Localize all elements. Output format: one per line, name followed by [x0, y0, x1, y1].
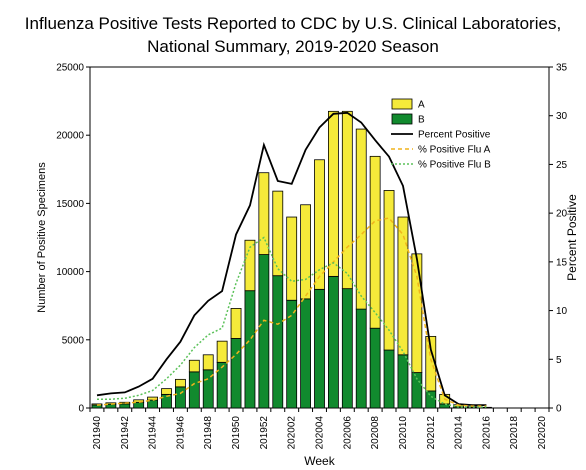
y2-tick-label: 35 [556, 63, 568, 74]
x-tick-label: 201952 [259, 416, 270, 450]
x-tick-label: 202004 [315, 416, 326, 450]
bar-b [369, 327, 381, 409]
bar-a [202, 354, 214, 371]
bar-b [425, 390, 437, 409]
bar-a [133, 399, 145, 403]
y-tick-label: 20000 [56, 131, 84, 142]
y2-tick-label: 15 [556, 257, 568, 268]
bar-a [258, 172, 270, 255]
bar-b [258, 254, 270, 409]
x-tick-label: 202016 [481, 416, 492, 450]
bar-a [175, 378, 186, 388]
bar-b [175, 386, 186, 409]
bar-a [244, 239, 256, 292]
bar-b [314, 288, 325, 409]
legend-label: % Positive Flu A [418, 145, 491, 156]
bar-b [397, 354, 409, 409]
y-tick-label: 15000 [56, 199, 84, 210]
bar-b [188, 371, 200, 409]
bar-b [439, 403, 451, 409]
legend-swatch [391, 113, 413, 125]
legend-label: A [418, 100, 425, 111]
x-tick-label: 202002 [287, 416, 298, 450]
x-tick-label: 202014 [454, 416, 465, 450]
bar-a [286, 216, 298, 301]
x-tick-label: 201944 [148, 416, 159, 450]
x-tick-label: 202012 [426, 416, 437, 450]
chart-title-line-1: Influenza Positive Tests Reported to CDC… [24, 14, 562, 33]
bar-a [105, 402, 117, 405]
bar-b [383, 349, 395, 409]
x-tick-label: 201940 [92, 416, 103, 450]
bar-b [355, 308, 367, 409]
bar-a [216, 340, 228, 363]
legend-swatch [391, 98, 413, 110]
y-tick-label: 10000 [56, 267, 84, 278]
bar-a [397, 216, 409, 356]
x-tick-label: 202006 [342, 416, 353, 450]
bar-a [147, 396, 158, 401]
y2-tick-label: 30 [556, 111, 568, 122]
x-tick-label: 201948 [203, 416, 214, 450]
bar-a [355, 128, 367, 310]
y2-tick-label: 0 [556, 404, 562, 415]
x-axis-title: Week [304, 454, 335, 468]
bar-a [411, 253, 423, 373]
y2-tick-label: 10 [556, 306, 568, 317]
bar-b [341, 288, 353, 409]
legend-label: Percent Positive [418, 130, 491, 141]
y2-tick-label: 20 [556, 209, 568, 220]
bar-b [328, 275, 339, 409]
bar-b [119, 403, 131, 409]
y-axis-title: Number of Positive Specimens [36, 162, 48, 313]
x-tick-label: 201942 [120, 416, 131, 450]
x-tick-label: 201950 [231, 416, 242, 450]
x-tick-label: 202018 [509, 416, 520, 450]
bar-a [328, 110, 339, 277]
chart-title-line-2: National Summary, 2019-2020 Season [147, 37, 439, 56]
bar-b [300, 298, 311, 409]
y-tick-label: 5000 [62, 335, 85, 346]
x-tick-label: 202020 [537, 416, 548, 450]
bar-a [188, 359, 200, 373]
bar-b [244, 290, 256, 409]
bar-a [230, 308, 242, 339]
bar-a [161, 388, 172, 395]
bar-a [383, 190, 395, 351]
y2-tick-label: 25 [556, 160, 568, 171]
y2-tick-label: 5 [556, 355, 562, 366]
bar-b [216, 361, 228, 409]
bar-a [369, 155, 381, 329]
bar-a [341, 110, 353, 290]
bar-b [272, 275, 284, 409]
bar-a [314, 159, 325, 290]
bar-a [300, 204, 311, 300]
bar-b [230, 338, 242, 409]
legend-label: % Positive Flu B [418, 160, 491, 171]
y2-axis-title: Percent Positive [565, 194, 579, 281]
bar-b [286, 299, 298, 409]
x-tick-label: 202008 [370, 416, 381, 450]
x-tick-label: 201946 [175, 416, 186, 450]
x-tick-label: 202010 [398, 416, 409, 450]
y-tick-label: 25000 [56, 63, 84, 74]
y-tick-label: 0 [78, 404, 84, 415]
line-percent-positive [96, 111, 487, 406]
bar-a [272, 190, 284, 277]
line-percent-flu-b [97, 236, 487, 408]
line-percent-flu-a [96, 217, 487, 407]
legend-label: B [418, 115, 425, 126]
